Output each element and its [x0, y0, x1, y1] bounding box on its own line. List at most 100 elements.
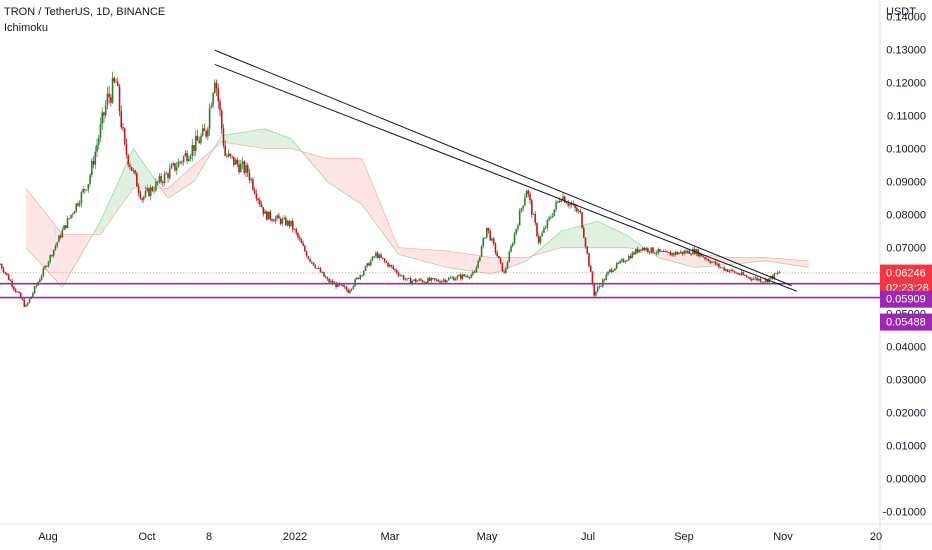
candle-body [596, 287, 599, 292]
candle-body [132, 170, 135, 172]
candle-body [612, 270, 615, 273]
candle-body [477, 261, 479, 268]
candle-body [496, 252, 498, 257]
currency-label: USDT [886, 6, 916, 18]
candle-body [674, 252, 677, 255]
cloud-segment [459, 252, 463, 270]
last-price-text: 0.06246 [886, 268, 926, 280]
candle-body [276, 215, 278, 219]
cloud-segment [365, 167, 369, 215]
candle-body [498, 256, 500, 259]
cloud-segment [777, 258, 782, 264]
candle-body [453, 277, 455, 281]
candle-body [283, 218, 285, 220]
candle-body [577, 211, 580, 212]
trendlines[interactable] [214, 49, 798, 292]
candle-body [304, 245, 306, 252]
cloud-segment [739, 257, 744, 264]
candle-body [501, 262, 504, 272]
candle-body [579, 211, 582, 213]
cloud-segment [760, 257, 764, 262]
candle-body [330, 280, 332, 283]
candle-body [155, 181, 157, 191]
candle-body [560, 200, 563, 202]
cloud-segment [441, 250, 446, 268]
candle-body [711, 261, 713, 263]
cloud-segment [258, 129, 262, 149]
candle-body [699, 253, 701, 257]
candle-body [494, 243, 497, 253]
candle-body [428, 278, 431, 281]
candle-body [617, 263, 620, 264]
candle-body [631, 252, 634, 259]
symbol-title[interactable]: TRON / TetherUS, 1D, BINANCE [4, 6, 166, 18]
candle-body [723, 267, 725, 271]
cloud-segment [220, 135, 224, 144]
candle-body [584, 237, 587, 247]
candle-body [387, 262, 389, 267]
candle-body [418, 279, 421, 281]
candle-body [771, 275, 774, 279]
cloud-segment [673, 252, 678, 263]
candle-body [485, 227, 488, 238]
cloud-segment [757, 257, 761, 262]
cloud-segment [691, 253, 695, 268]
candle-body [634, 249, 637, 255]
candle-body [108, 93, 110, 98]
y-tick-label: 0.03000 [886, 375, 926, 387]
cloud-segment [64, 234, 68, 285]
candle-body [267, 211, 270, 220]
candle-body [544, 227, 547, 229]
cloud-segment [784, 259, 789, 265]
y-tick-label: 0.08000 [886, 210, 926, 222]
cloud-segment [71, 234, 75, 273]
candle-body [274, 218, 277, 222]
cloud-segment [549, 238, 553, 252]
cloud-segment [84, 234, 89, 249]
candle-body [598, 286, 601, 288]
candle-body [222, 128, 225, 146]
candle-body [375, 252, 377, 257]
candle-body [300, 239, 303, 244]
candle-body [754, 277, 757, 279]
cloud-segment [199, 157, 203, 173]
candle-body [615, 263, 618, 269]
candle-body [531, 200, 533, 215]
candle-body [636, 249, 639, 253]
candle-body [607, 271, 609, 275]
candle-body [731, 269, 734, 272]
candle-body [233, 156, 235, 165]
candle-body [96, 144, 98, 152]
candle-body [383, 258, 386, 262]
cloud-segment [694, 254, 699, 268]
candle-body [245, 165, 247, 173]
cloud-segment [386, 217, 390, 243]
candle-body [122, 127, 124, 129]
candle-body [134, 170, 136, 174]
candle-body [241, 161, 244, 164]
candle-body [681, 251, 684, 254]
candle-body [354, 279, 356, 286]
candle-body [534, 214, 537, 224]
cloud-segment [639, 244, 643, 250]
cloud-segment [164, 188, 169, 199]
candle-body [491, 238, 493, 241]
candle-body [181, 161, 183, 163]
cloud-segment [504, 257, 508, 270]
candle-body [343, 286, 346, 288]
horizontal-levels[interactable] [0, 282, 880, 299]
candle-body [409, 278, 412, 284]
candle-body [123, 128, 126, 144]
cloud-segment [77, 234, 82, 261]
indicator-label[interactable]: Ichimoku [4, 22, 49, 34]
candle-body [295, 229, 298, 233]
candle-body [0, 264, 1, 265]
candle-body [298, 237, 301, 240]
candle-body [437, 279, 440, 282]
candle-body [705, 258, 708, 260]
candle-body [518, 211, 521, 226]
candle-body [26, 302, 29, 305]
candle-body [603, 279, 606, 281]
candle-body [686, 250, 689, 253]
